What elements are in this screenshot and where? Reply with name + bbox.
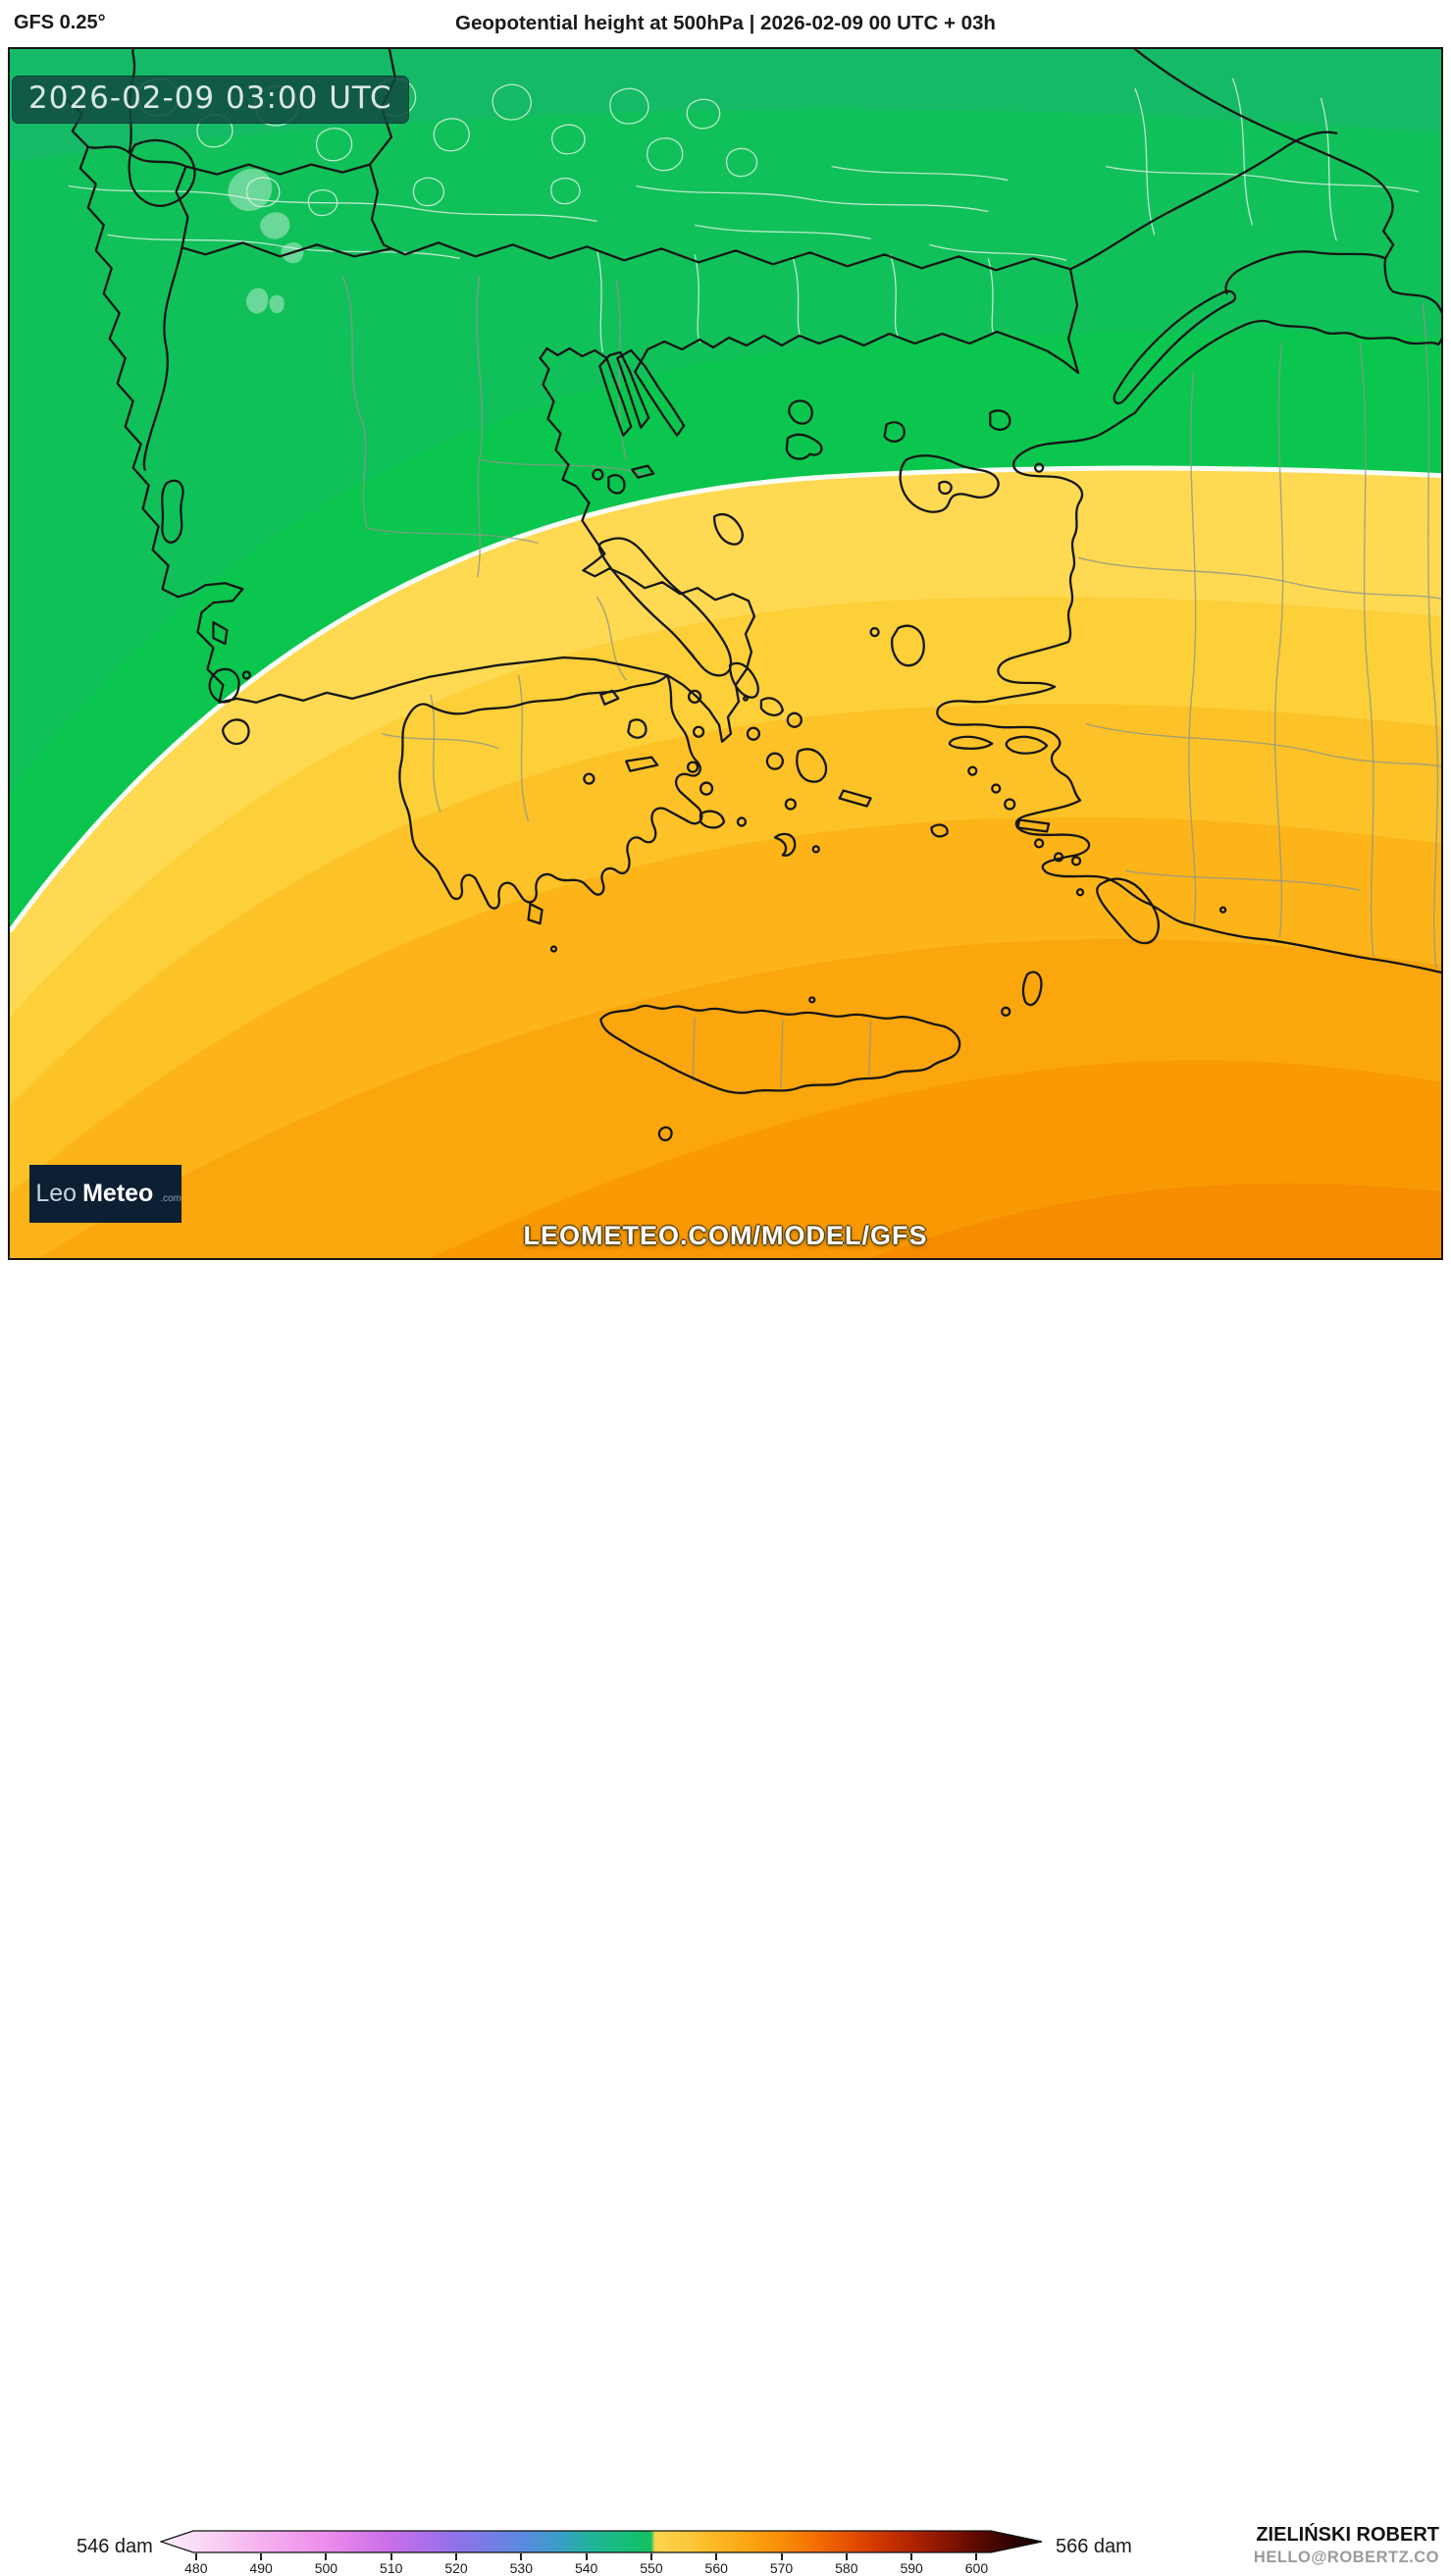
colorbar-tick-label: 570	[770, 2560, 793, 2576]
colorbar-tick-mark	[260, 2553, 262, 2560]
colorbar-tick-mark	[781, 2553, 783, 2560]
header-bar: GFS 0.25° Geopotential height at 500hPa …	[0, 0, 1451, 47]
colorbar-tick-label: 550	[640, 2560, 662, 2576]
colorbar-tick-mark	[910, 2553, 912, 2560]
page-title: Geopotential height at 500hPa | 2026-02-…	[0, 12, 1451, 35]
colorbar-tick-mark	[390, 2553, 392, 2560]
colorbar-tick-label: 540	[575, 2560, 597, 2576]
colorbar-tick-mark	[846, 2553, 848, 2560]
credit-contact: HELLO@ROBERTZ.CO	[1254, 2549, 1439, 2567]
colorbar-tick-label: 510	[380, 2560, 402, 2576]
colorbar-tick-label: 560	[705, 2560, 728, 2576]
colorbar-tick-mark	[520, 2553, 522, 2560]
colorbar-tick-label: 520	[444, 2560, 467, 2576]
colorbar-tick-mark	[650, 2553, 652, 2560]
colorbar-tick-label: 490	[249, 2560, 272, 2576]
map-canvas	[10, 49, 1441, 1258]
logo-tld: .com	[160, 1193, 181, 1204]
colorbar-tick-label: 480	[184, 2560, 207, 2576]
logo-brand-bold: Meteo	[82, 1180, 153, 1208]
colorbar-tick-label: 530	[510, 2560, 533, 2576]
colorbar	[160, 2529, 1043, 2554]
colorbar-tick-mark	[975, 2553, 977, 2560]
colorbar-tick-mark	[195, 2553, 197, 2560]
colorbar-tick-mark	[715, 2553, 717, 2560]
timestamp-badge: 2026-02-09 03:00 UTC	[12, 76, 409, 124]
logo-brand-light: Leo	[35, 1180, 77, 1208]
scale-max-label: 566 dam	[1056, 2536, 1132, 2558]
colorbar-tick-label: 580	[835, 2560, 857, 2576]
colorbar-tick-label: 600	[965, 2560, 988, 2576]
colorbar-tick-mark	[586, 2553, 588, 2560]
scale-min-label: 546 dam	[77, 2536, 153, 2558]
watermark-url: LEOMETEO.COM/MODEL/GFS	[0, 1221, 1451, 1251]
weather-map	[8, 47, 1443, 1260]
colorbar-tick-label: 500	[315, 2560, 337, 2576]
credit-author: ZIELIŃSKI ROBERT	[1256, 2524, 1439, 2547]
colorbar-tick-mark	[455, 2553, 457, 2560]
colorbar-tick-mark	[325, 2553, 327, 2560]
colorbar-tick-label: 590	[900, 2560, 922, 2576]
